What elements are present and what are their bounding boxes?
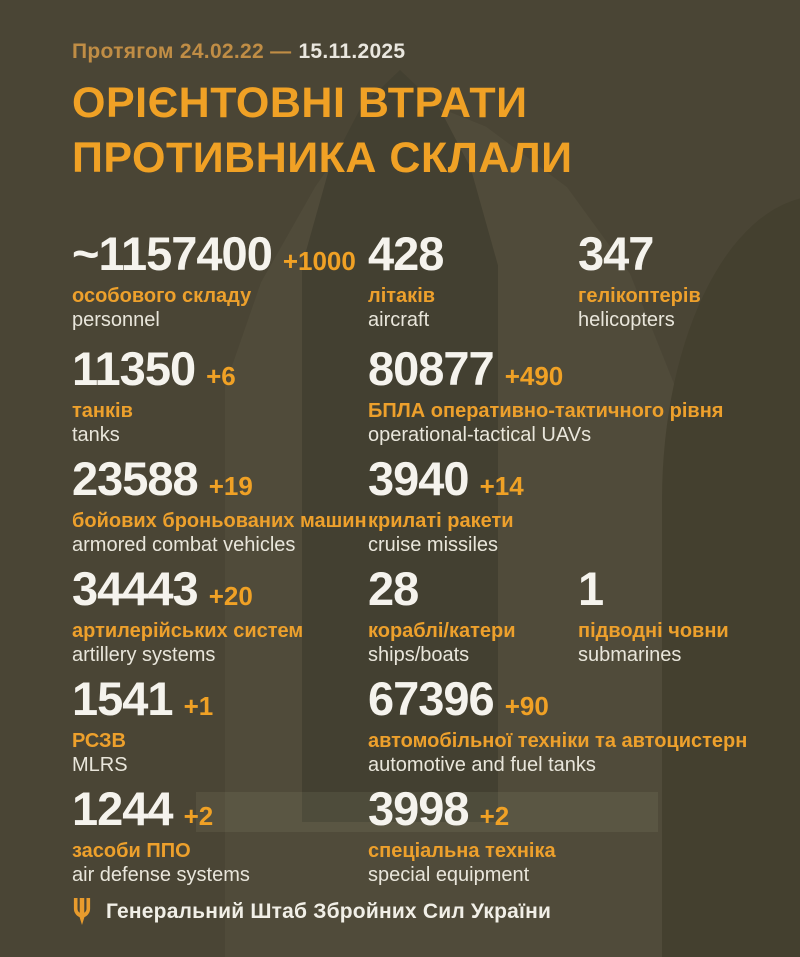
page-title-line1: ОРІЄНТОВНІ ВТРАТИ [72,79,528,127]
stat-value: 80877 [368,342,495,395]
stat-label-ua: артилерійських систем [72,620,304,642]
stat-label-en: armored combat vehicles [72,534,296,556]
stat-delta: +14 [479,471,524,501]
stat-label-ua: літаків [368,285,436,307]
stat-label-ua: засоби ППО [72,840,191,862]
stat-value: 23588 [72,452,199,505]
stat-label-ua: крилаті ракети [368,510,514,532]
stat-label-en: special equipment [368,864,530,886]
page-title: ОРІЄНТОВНІ ВТРАТИ ПРОТИВНИКА СКЛАЛИ [72,76,573,186]
stat-label-ua: гелікоптерів [578,285,701,307]
stat-value: 1 [578,562,604,615]
stat-label-en: operational-tactical UAVs [368,424,592,446]
stat-label-en: artillery systems [72,644,216,666]
stat-delta: +19 [208,471,253,501]
trident-icon [73,898,91,925]
stat-cruise-missiles: 3940 +14 крилаті ракети cruise missiles [368,455,524,557]
stat-delta: +2 [479,801,510,831]
stat-tanks: 11350 +6 танків tanks [72,345,236,447]
stat-delta: +1 [183,691,214,721]
stat-label-en: automotive and fuel tanks [368,754,596,776]
stat-artillery: 34443 +20 артилерійських систем artillery… [72,565,303,667]
stat-value: 1541 [72,672,174,725]
stat-label-en: cruise missiles [368,534,499,556]
stat-label-en: helicopters [578,309,675,331]
stat-uavs: 80877 +490 БПЛА оперативно-тактичного рів… [368,345,723,447]
stat-personnel: ~1157400 +1000 особового складу personnel [72,230,356,332]
stat-aircraft: 428 літаків aircraft [368,230,454,332]
stat-ships: 28 кораблі/катери ships/boats [368,565,516,667]
stat-label-ua: танків [72,400,133,422]
stat-delta: +2 [183,801,214,831]
stat-special-equipment: 3998 +2 спеціальна техніка special equipm… [368,785,556,887]
stat-label-ua: автомобільної техніки та автоцистерн [368,730,748,752]
stat-submarines: 1 підводні човни submarines [578,565,729,667]
stat-label-ua: бойових броньованих машин [72,510,367,532]
stat-label-ua: кораблі/катери [368,620,516,642]
stat-label-ua: спеціальна техніка [368,840,556,862]
report-period: Протягом 24.02.22 — 15.11.2025 [72,40,405,64]
stat-value: 428 [368,227,444,280]
stat-value: 1244 [72,782,174,835]
period-prefix: Протягом 24.02.22 — [72,40,292,63]
stat-delta: +1000 [282,246,356,276]
stat-value: 347 [578,227,654,280]
stat-mlrs: 1541 +1 РСЗВ MLRS [72,675,213,777]
stat-value: 28 [368,562,419,615]
stat-value: 67396 [368,672,495,725]
stat-label-en: aircraft [368,309,430,331]
stat-label-en: ships/boats [368,644,470,666]
stat-label-ua: особового складу [72,285,252,307]
stat-label-en: submarines [578,644,682,666]
stat-value: 3940 [368,452,470,505]
stat-label-en: tanks [72,424,120,446]
stat-delta: +490 [504,361,564,391]
stat-armored-vehicles: 23588 +19 бойових броньованих машин armor… [72,455,367,557]
page-title-line2: ПРОТИВНИКА СКЛАЛИ [72,134,573,182]
stat-air-defense: 1244 +2 засоби ППО air defense systems [72,785,250,887]
stat-label-ua: підводні човни [578,620,729,642]
stat-label-en: MLRS [72,754,128,776]
stat-automotive: 67396 +90 автомобільної техніки та автоци… [368,675,747,777]
stat-value: 11350 [72,342,196,395]
stat-delta: +6 [206,361,236,391]
stat-value: ~1157400 [72,227,273,280]
stat-delta: +90 [504,691,549,721]
stat-value: 34443 [72,562,199,615]
footer: Генеральний Штаб Збройних Сил України [72,898,551,925]
stat-label-ua: БПЛА оперативно-тактичного рівня [368,400,724,422]
organization-name: Генеральний Штаб Збройних Сил України [106,899,552,923]
period-date: 15.11.2025 [298,40,406,63]
stat-helicopters: 347 гелікоптерів helicopters [578,230,701,332]
stat-delta: +20 [208,581,253,611]
stat-label-en: air defense systems [72,864,250,886]
stat-label-ua: РСЗВ [72,730,126,752]
stat-label-en: personnel [72,309,160,331]
stat-value: 3998 [368,782,470,835]
